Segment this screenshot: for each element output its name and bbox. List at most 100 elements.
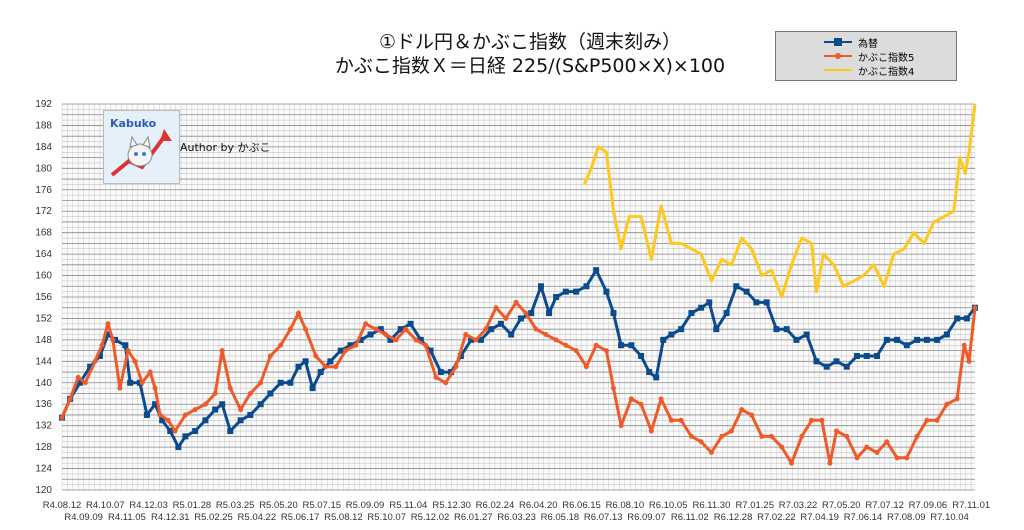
data-point-circle [593, 342, 599, 348]
x-tick-label: R6.08.10 [606, 500, 645, 511]
data-point-square [497, 320, 504, 327]
data-point-circle [323, 364, 329, 370]
data-point-square [437, 369, 444, 376]
x-tick-label: R6.12.28 [714, 512, 753, 523]
data-point-circle [278, 342, 284, 348]
data-point-square [833, 358, 840, 365]
data-point-circle [353, 342, 359, 348]
data-point-circle [147, 369, 153, 375]
data-point-square [167, 428, 174, 435]
x-tick-label: R7.05.20 [822, 500, 861, 511]
data-point-square [357, 336, 364, 343]
data-point-square [257, 401, 264, 408]
x-tick-label: R4.12.03 [129, 500, 168, 511]
x-tick-label: R4.09.09 [64, 512, 103, 523]
data-point-circle [59, 415, 65, 421]
data-point-circle [287, 326, 293, 332]
data-point-circle [563, 342, 569, 348]
data-point-square [287, 379, 294, 386]
data-point-circle [333, 364, 339, 370]
data-point-square [152, 401, 159, 408]
y-tick-label: 132 [35, 421, 52, 432]
data-point-circle [523, 310, 529, 316]
data-point-circle [854, 455, 860, 461]
data-point-circle [393, 337, 399, 343]
data-point-circle [373, 326, 379, 332]
data-point-circle [904, 455, 910, 461]
data-point-square [477, 336, 484, 343]
data-point-square [793, 336, 800, 343]
data-point-square [603, 288, 610, 295]
x-tick-label: R6.10.05 [649, 500, 688, 511]
data-point-square [76, 379, 83, 386]
data-point-square [593, 267, 600, 274]
x-tick-label: R5.10.07 [367, 512, 406, 523]
data-point-square [377, 326, 384, 333]
data-point-circle [110, 337, 116, 343]
data-point-circle [313, 353, 319, 359]
data-point-square [457, 352, 464, 359]
data-point-circle [678, 417, 684, 423]
data-point-circle [759, 433, 765, 439]
data-point-circle [75, 374, 81, 380]
data-point-square [317, 369, 324, 376]
y-tick-label: 168 [35, 228, 52, 239]
data-point-circle [463, 332, 469, 338]
legend-marker-circle-icon [824, 53, 852, 59]
x-tick-label: R4.11.05 [108, 512, 146, 523]
y-tick-label: 172 [35, 206, 52, 217]
data-point-circle [182, 412, 188, 418]
x-tick-label: R6.04.20 [519, 500, 558, 511]
x-tick-label: R6.02.24 [476, 500, 515, 511]
data-point-circle [799, 433, 805, 439]
data-point-circle [924, 417, 930, 423]
x-tick-label: R7.01.25 [735, 500, 774, 511]
data-point-circle [961, 342, 967, 348]
data-point-circle [934, 417, 940, 423]
x-tick-label: R7.04.19 [800, 512, 839, 523]
data-point-circle [503, 315, 509, 321]
data-point-circle [152, 385, 158, 391]
legend-label: 為替 [858, 38, 878, 50]
data-point-circle [67, 396, 73, 402]
data-point-square [347, 342, 354, 349]
data-point-square [212, 406, 219, 413]
data-point-square [773, 326, 780, 333]
data-point-square [763, 299, 770, 306]
y-tick-label: 120 [35, 485, 52, 496]
data-point-square [894, 336, 901, 343]
data-point-circle [413, 337, 419, 343]
data-point-square [668, 331, 675, 338]
y-tick-label: 180 [35, 163, 52, 174]
x-tick-label: R6.03.23 [497, 512, 536, 523]
data-point-square [562, 288, 569, 295]
data-point-square [159, 417, 166, 424]
data-point-square [528, 310, 535, 317]
data-point-circle [833, 428, 839, 434]
legend-item-fx: 為替 [824, 35, 878, 50]
y-tick-label: 156 [35, 292, 52, 303]
data-point-circle [719, 433, 725, 439]
data-point-circle [708, 449, 714, 455]
y-tick-label: 140 [35, 378, 52, 389]
series-line-1 [60, 300, 977, 465]
data-point-circle [105, 321, 111, 327]
data-point-circle [543, 332, 549, 338]
data-point-square [407, 320, 414, 327]
data-point-circle [202, 401, 208, 407]
data-point-circle [157, 412, 163, 418]
data-point-circle [610, 385, 616, 391]
data-point-circle [827, 460, 833, 466]
y-tick-label: 164 [35, 249, 52, 260]
data-point-square [417, 336, 424, 343]
data-point-circle [668, 417, 674, 423]
data-point-circle [533, 326, 539, 332]
x-tick-label: R7.11.01 [952, 500, 990, 511]
series-line-2 [582, 103, 977, 299]
x-tick-label: R5.09.09 [346, 500, 385, 511]
data-point-square [854, 352, 861, 359]
x-tick-label: R5.03.25 [216, 500, 255, 511]
data-point-square [122, 342, 129, 349]
data-point-circle [972, 305, 978, 311]
data-point-square [337, 347, 344, 354]
